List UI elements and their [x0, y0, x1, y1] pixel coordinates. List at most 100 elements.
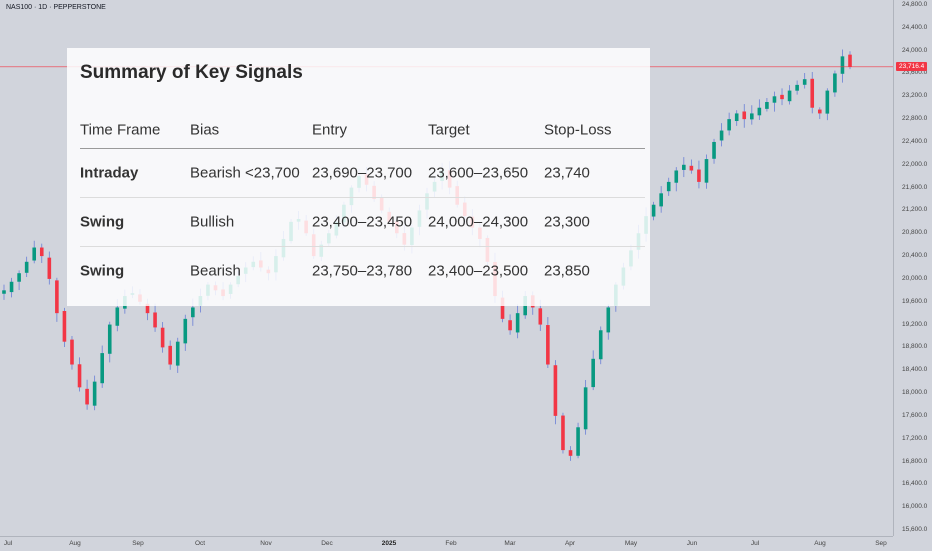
- price-tick-label: 24,800.0: [902, 1, 928, 8]
- header-bias: Bias: [190, 121, 220, 139]
- cell-entry: 23,750–23,780: [312, 262, 413, 280]
- candle-body: [70, 339, 74, 365]
- candle-body: [9, 281, 14, 293]
- candle-body: [817, 109, 822, 114]
- candle-body: [515, 313, 520, 333]
- cell-target: 24,000–24,300: [428, 213, 529, 231]
- candle-body: [576, 427, 580, 456]
- price-tick-label: 21,200.0: [902, 206, 928, 214]
- cell-time-frame: Swing: [80, 262, 125, 280]
- cell-time-frame: Intraday: [80, 164, 139, 182]
- candle-body: [591, 358, 595, 388]
- candle-body: [191, 307, 195, 318]
- candle-body: [674, 170, 679, 183]
- time-tick-label: Feb: [445, 540, 457, 547]
- price-tick-label: 24,000.0: [902, 46, 928, 54]
- candle-body: [750, 113, 754, 120]
- price-tick-label: 24,400.0: [902, 23, 928, 31]
- cell-stop-loss: 23,300: [544, 213, 590, 231]
- signals-table: Time Frame Bias Entry Target Stop-Loss I…: [80, 112, 645, 295]
- cell-bias: Bullish: [190, 213, 235, 231]
- time-tick-label: Aug: [69, 540, 81, 547]
- candle-body: [160, 327, 165, 348]
- candle-body: [17, 273, 21, 282]
- time-tick-label: 2025: [381, 540, 397, 547]
- candle-body: [659, 193, 663, 207]
- candle-body: [553, 365, 558, 416]
- cell-time-frame: Swing: [80, 213, 125, 231]
- time-axis[interactable]: Jul Aug Sep Oct Nov Dec 2025 Feb Mar Apr May Jun Jul…: [0, 536, 893, 551]
- candle-body: [100, 353, 104, 384]
- candle-body: [689, 165, 694, 171]
- time-tick-label: Nov: [260, 540, 272, 547]
- candle-body: [32, 247, 37, 261]
- candle-body: [727, 119, 731, 131]
- time-tick-label: Apr: [564, 540, 576, 547]
- price-tick-label: 19,200.0: [902, 320, 928, 328]
- price-tick-label: 18,000.0: [902, 389, 928, 397]
- candle-body: [39, 247, 44, 257]
- candle-body: [62, 311, 67, 342]
- candle-body: [712, 141, 716, 159]
- candle-body: [787, 90, 792, 102]
- candle-body: [704, 159, 709, 183]
- time-tick-label: Jul: [3, 540, 13, 547]
- cell-stop-loss: 23,740: [544, 164, 590, 182]
- candle-body: [500, 297, 505, 319]
- candle-body: [598, 330, 603, 360]
- cell-target: 23,400–23,500: [428, 262, 529, 280]
- candle-body: [538, 308, 543, 325]
- candle-body: [24, 261, 29, 273]
- candle-body: [2, 290, 6, 294]
- candle-body: [651, 204, 656, 217]
- price-tick-label: 18,800.0: [902, 343, 928, 351]
- time-tick-label: Jun: [686, 540, 698, 547]
- price-tick-label: 22,400.0: [902, 137, 928, 145]
- price-tick-label: 17,200.0: [902, 434, 928, 442]
- price-tick-label: 16,400.0: [902, 480, 928, 488]
- price-tick-label: 20,000.0: [902, 274, 928, 282]
- time-tick-label: Mar: [504, 540, 516, 547]
- candle-body: [55, 280, 59, 314]
- table-row: Intraday Bearish <23,700 23,690–23,700 2…: [80, 149, 645, 198]
- table-row: Swing Bullish 23,400–23,450 24,000–24,30…: [80, 198, 645, 247]
- cell-target: 23,600–23,650: [428, 164, 529, 182]
- price-tick-label: 18,400.0: [902, 366, 928, 374]
- candle-body: [666, 181, 671, 192]
- price-tick-label: 15,600.0: [902, 526, 928, 533]
- price-tick-label: 22,000.0: [902, 160, 928, 168]
- header-time-frame: Time Frame: [80, 121, 161, 139]
- price-tick-label: 16,000.0: [902, 503, 928, 511]
- summary-panel: Summary of Key Signals Time Frame Bias E…: [67, 48, 650, 306]
- candle-body: [802, 79, 807, 85]
- candle-body: [77, 364, 82, 388]
- candle-body: [825, 90, 830, 114]
- candle-body: [175, 341, 180, 366]
- price-tick-label: 16,800.0: [902, 457, 928, 465]
- header-entry: Entry: [312, 121, 348, 139]
- candle-body: [697, 169, 701, 182]
- candle-body: [765, 102, 769, 109]
- cell-stop-loss: 23,850: [544, 262, 590, 280]
- time-tick-label: Sep: [875, 540, 887, 547]
- summary-title: Summary of Key Signals: [80, 62, 303, 83]
- cell-bias: Bearish: [190, 262, 241, 280]
- candle-body: [848, 54, 852, 67]
- price-tick-label: 17,600.0: [902, 411, 928, 419]
- candle-body: [92, 381, 97, 406]
- candle-body: [833, 73, 837, 93]
- price-axis[interactable]: 24,800.0 24,400.0 24,000.0 23,600.0 23,200.0…: [893, 0, 932, 536]
- candle-body: [115, 307, 120, 326]
- candle-body: [153, 312, 157, 328]
- time-tick-label: Sep: [132, 540, 144, 547]
- price-tick-label: 21,600.0: [902, 183, 928, 191]
- time-tick-label: May: [624, 540, 638, 547]
- price-tick-label: 19,600.0: [902, 297, 928, 305]
- candle-body: [734, 113, 739, 122]
- time-tick-label: Oct: [194, 540, 206, 547]
- time-tick-label: Dec: [321, 540, 333, 547]
- table-row: Swing Bearish 23,750–23,780 23,400–23,50…: [80, 247, 645, 295]
- price-tick-label: 23,200.0: [902, 92, 928, 100]
- candle-body: [780, 94, 784, 100]
- price-tick-label: 23,600.0: [902, 69, 928, 77]
